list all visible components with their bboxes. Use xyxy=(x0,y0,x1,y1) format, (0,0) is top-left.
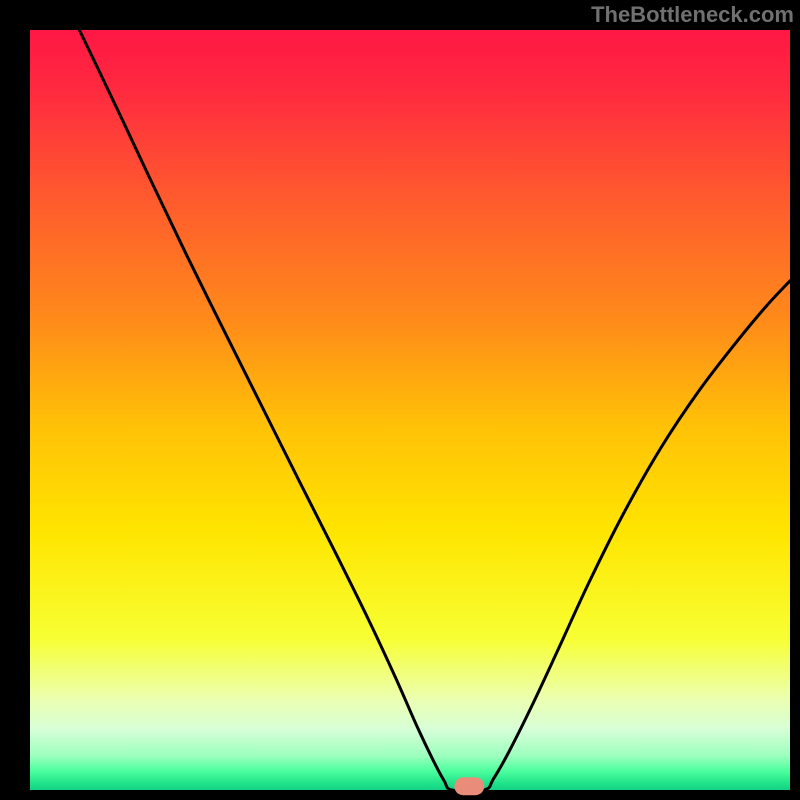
attribution-label: TheBottleneck.com xyxy=(591,2,794,28)
bottleneck-chart xyxy=(0,0,800,800)
plot-area xyxy=(30,30,790,790)
chart-container: TheBottleneck.com xyxy=(0,0,800,800)
optimum-marker xyxy=(454,777,484,795)
